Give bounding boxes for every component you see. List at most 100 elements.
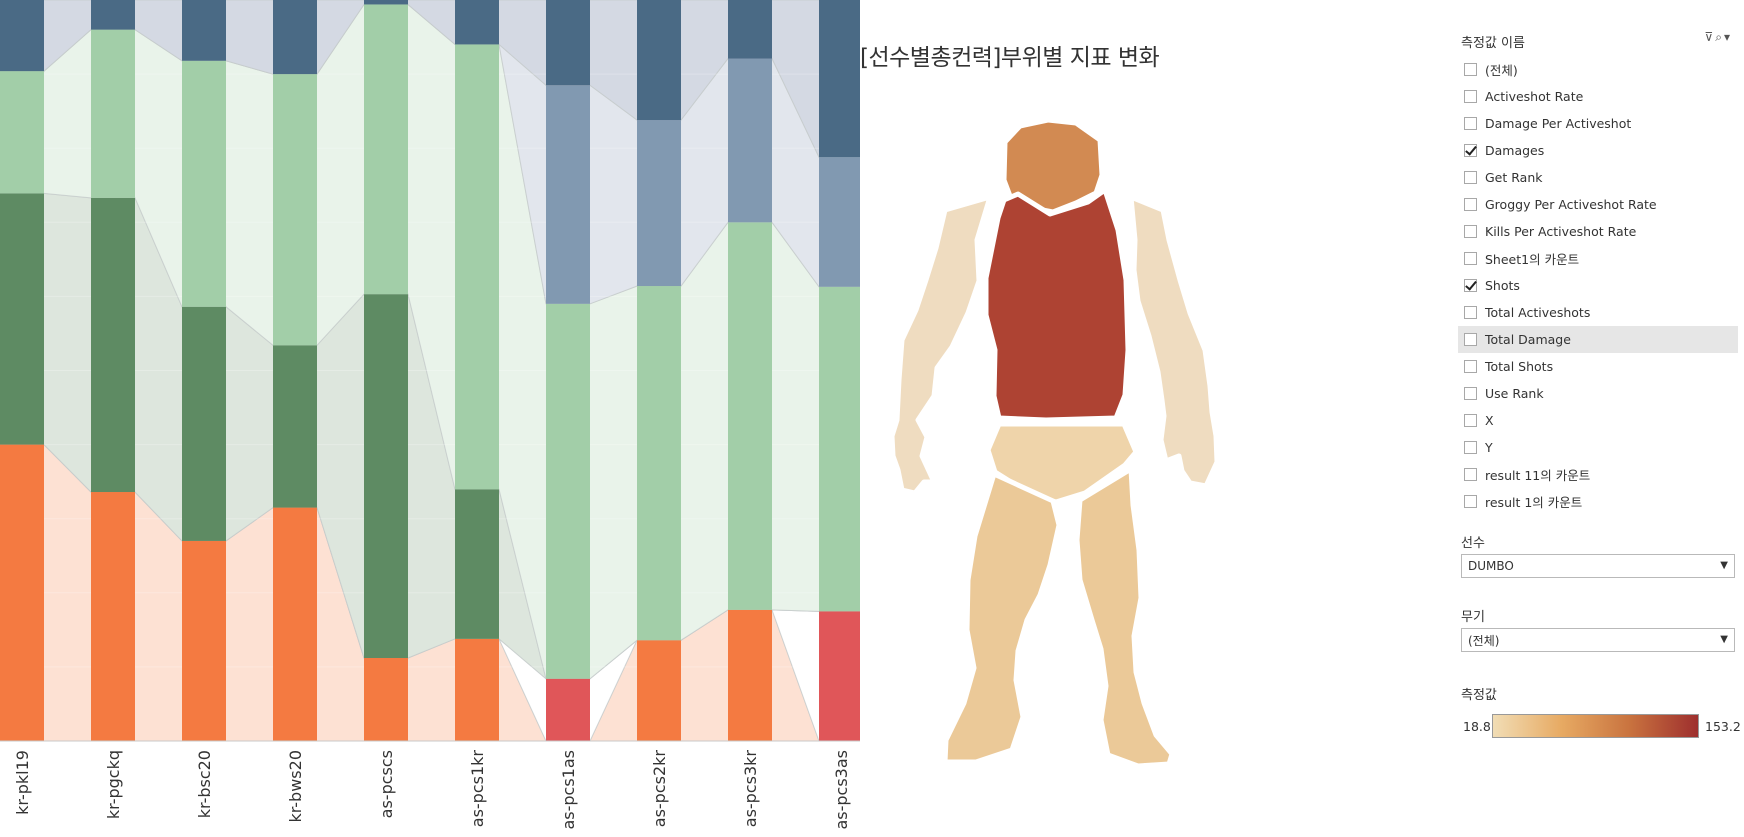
- measure-item[interactable]: Groggy Per Activeshot Rate: [1458, 191, 1738, 218]
- checkbox[interactable]: [1464, 252, 1477, 265]
- bar-as-pcs3kr-series-4[interactable]: [728, 222, 772, 610]
- bar-as-pcscs-series-4[interactable]: [364, 4, 408, 295]
- measure-item-label: Total Activeshots: [1485, 305, 1591, 320]
- x-tick-label: kr-bws20: [286, 750, 305, 823]
- clear-filter-icon[interactable]: ⊽: [1704, 30, 1716, 44]
- x-tick-label: as-pcs1as: [559, 750, 578, 830]
- bar-kr-pgckq-series-1[interactable]: [91, 492, 135, 741]
- checkbox[interactable]: [1464, 198, 1477, 211]
- checkbox[interactable]: [1464, 306, 1477, 319]
- x-tick-label: kr-bsc20: [195, 750, 214, 818]
- bar-as-pcs1as-series-6[interactable]: [546, 0, 590, 86]
- bar-as-pcs2kr-series-6[interactable]: [637, 0, 681, 121]
- measure-item[interactable]: Total Shots: [1458, 353, 1738, 380]
- bar-as-pcs3as-series-2[interactable]: [819, 611, 860, 741]
- bar-kr-pgckq-series-3[interactable]: [91, 197, 135, 493]
- checkbox[interactable]: [1464, 279, 1477, 292]
- checkbox[interactable]: [1464, 414, 1477, 427]
- bar-kr-pkl19-series-6[interactable]: [0, 0, 44, 72]
- bar-as-pcs2kr-series-4[interactable]: [637, 286, 681, 641]
- bar-as-pcs3as-series-5[interactable]: [819, 157, 860, 287]
- measure-item[interactable]: Damage Per Activeshot: [1458, 110, 1738, 137]
- bar-as-pcs2kr-series-1[interactable]: [637, 640, 681, 741]
- measure-item[interactable]: Total Damage: [1458, 326, 1738, 353]
- measure-item[interactable]: Total Activeshots: [1458, 299, 1738, 326]
- measure-item-label: X: [1485, 413, 1494, 428]
- body-part-left-arm[interactable]: [889, 194, 993, 496]
- bar-kr-bsc20-series-1[interactable]: [182, 540, 226, 741]
- measure-item[interactable]: Kills Per Activeshot Rate: [1458, 218, 1738, 245]
- checkbox[interactable]: [1464, 441, 1477, 454]
- body-part-head[interactable]: [1001, 117, 1105, 215]
- bar-as-pcs1as-series-5[interactable]: [546, 85, 590, 304]
- bar-as-pcs3as-series-6[interactable]: [819, 0, 860, 158]
- body-part-right-arm[interactable]: [1128, 194, 1220, 489]
- bar-kr-bsc20-series-6[interactable]: [182, 0, 226, 61]
- player-filter-title: 선수: [1461, 536, 1485, 551]
- checkbox[interactable]: [1464, 90, 1477, 103]
- bar-kr-pgckq-series-4[interactable]: [91, 29, 135, 198]
- color-legend-title: 측정값: [1461, 688, 1497, 703]
- bar-kr-pkl19-series-3[interactable]: [0, 193, 44, 445]
- bar-as-pcs3kr-series-1[interactable]: [728, 609, 772, 741]
- legend-min-label: 18.8: [1463, 719, 1491, 734]
- bar-kr-bws20-series-4[interactable]: [273, 74, 317, 346]
- measure-item[interactable]: result 11의 카운트: [1458, 461, 1738, 488]
- measure-item[interactable]: Damages: [1458, 137, 1738, 164]
- checkbox[interactable]: [1464, 171, 1477, 184]
- bar-as-pcs3as-series-4[interactable]: [819, 286, 860, 612]
- body-part-right-leg[interactable]: [1074, 466, 1175, 769]
- body-part-left-leg[interactable]: [942, 471, 1062, 765]
- weapon-dropdown[interactable]: (전체) ▼: [1461, 628, 1735, 652]
- bar-as-pcs1as-series-4[interactable]: [546, 303, 590, 679]
- bar-kr-bsc20-series-3[interactable]: [182, 306, 226, 541]
- measure-item[interactable]: (전체): [1458, 56, 1738, 83]
- bar-as-pcs1kr-series-4[interactable]: [455, 44, 499, 490]
- bar-kr-pkl19-series-4[interactable]: [0, 71, 44, 194]
- bar-kr-bws20-series-3[interactable]: [273, 345, 317, 508]
- bar-kr-pgckq-series-6[interactable]: [91, 0, 135, 30]
- bar-as-pcs1kr-series-3[interactable]: [455, 489, 499, 639]
- checkbox[interactable]: [1464, 468, 1477, 481]
- bar-kr-pkl19-series-1[interactable]: [0, 444, 44, 741]
- body-part-torso[interactable]: [983, 187, 1131, 423]
- bar-as-pcs1as-series-2[interactable]: [546, 678, 590, 741]
- search-icon[interactable]: ⌕: [1715, 30, 1724, 44]
- checkbox[interactable]: [1464, 333, 1477, 346]
- bar-as-pcscs-series-6[interactable]: [364, 0, 408, 5]
- measure-item[interactable]: Activeshot Rate: [1458, 83, 1738, 110]
- checkbox[interactable]: [1464, 63, 1477, 76]
- checkbox[interactable]: [1464, 387, 1477, 400]
- bar-kr-bws20-series-6[interactable]: [273, 0, 317, 75]
- checkbox[interactable]: [1464, 144, 1477, 157]
- measure-item[interactable]: Sheet1의 카운트: [1458, 245, 1738, 272]
- checkbox[interactable]: [1464, 225, 1477, 238]
- bar-as-pcscs-series-3[interactable]: [364, 294, 408, 659]
- bar-as-pcs3kr-series-6[interactable]: [728, 0, 772, 59]
- measure-item-label: result 11의 카운트: [1485, 468, 1591, 483]
- filter-tools[interactable]: ⊽⌕▾: [1704, 30, 1732, 45]
- bar-as-pcs1kr-series-6[interactable]: [455, 0, 499, 45]
- measure-item[interactable]: Y: [1458, 434, 1738, 461]
- checkbox[interactable]: [1464, 495, 1477, 508]
- bar-kr-bsc20-series-4[interactable]: [182, 60, 226, 307]
- gridlines: [0, 73, 860, 668]
- bar-kr-bws20-series-1[interactable]: [273, 507, 317, 741]
- measure-item[interactable]: result 1의 카운트: [1458, 488, 1738, 515]
- player-dropdown[interactable]: DUMBO ▼: [1461, 554, 1735, 578]
- checkbox[interactable]: [1464, 360, 1477, 373]
- measure-item[interactable]: X: [1458, 407, 1738, 434]
- bar-as-pcscs-series-1[interactable]: [364, 658, 408, 741]
- measure-item[interactable]: Use Rank: [1458, 380, 1738, 407]
- bar-as-pcs1kr-series-1[interactable]: [455, 638, 499, 741]
- measure-item-label: Activeshot Rate: [1485, 89, 1584, 104]
- bar-as-pcs2kr-series-5[interactable]: [637, 120, 681, 287]
- body-part-pelvis[interactable]: [985, 421, 1139, 505]
- bars: [0, 0, 860, 741]
- measure-item[interactable]: Get Rank: [1458, 164, 1738, 191]
- measure-item-label: Groggy Per Activeshot Rate: [1485, 197, 1657, 212]
- checkbox[interactable]: [1464, 117, 1477, 130]
- dropdown-menu-icon[interactable]: ▾: [1723, 30, 1732, 44]
- bar-as-pcs3kr-series-5[interactable]: [728, 58, 772, 223]
- measure-item[interactable]: Shots: [1458, 272, 1738, 299]
